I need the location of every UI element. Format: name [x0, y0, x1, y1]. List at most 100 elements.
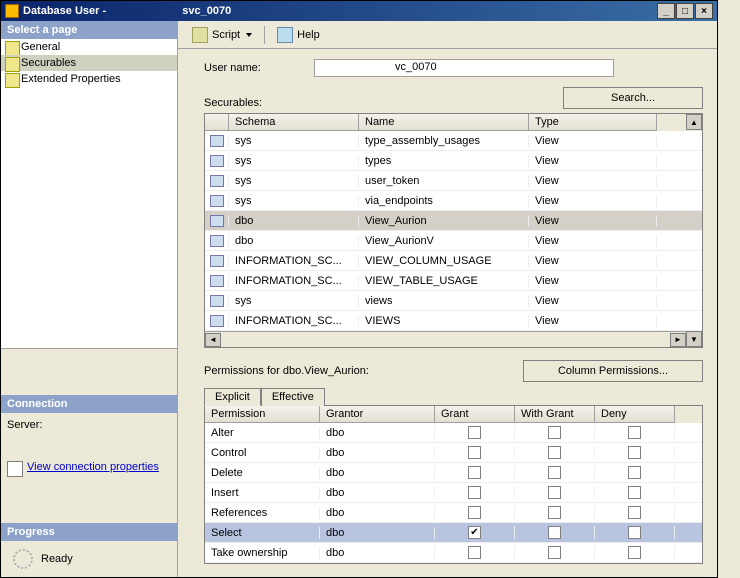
checkbox[interactable] — [468, 506, 481, 519]
checkbox[interactable] — [468, 446, 481, 459]
checkbox[interactable] — [468, 426, 481, 439]
cell-grantor: dbo — [320, 447, 435, 459]
col-grantor[interactable]: Grantor — [320, 406, 435, 423]
table-row[interactable]: dboView_AurionVView — [205, 231, 702, 251]
table-row[interactable]: Selectdbo✔ — [205, 523, 702, 543]
cell-withgrant — [515, 546, 595, 559]
help-button[interactable]: Help — [273, 25, 324, 45]
col-deny[interactable]: Deny — [595, 406, 675, 423]
scroll-right-button[interactable]: ► — [670, 333, 686, 347]
checkbox[interactable] — [628, 486, 641, 499]
close-button[interactable]: × — [695, 3, 713, 19]
table-row[interactable]: INFORMATION_SC...VIEWSView — [205, 311, 702, 331]
table-row[interactable]: sysviewsView — [205, 291, 702, 311]
table-row[interactable]: sysvia_endpointsView — [205, 191, 702, 211]
titlebar[interactable]: Database User - svc_0070 _ □ × — [1, 1, 717, 21]
cell-grant — [435, 466, 515, 479]
col-permission[interactable]: Permission — [205, 406, 320, 423]
minimize-button[interactable]: _ — [657, 3, 675, 19]
app-icon — [5, 4, 19, 18]
table-row[interactable]: INFORMATION_SC...VIEW_COLUMN_USAGEView — [205, 251, 702, 271]
cell-type: View — [529, 195, 657, 207]
maximize-button[interactable]: □ — [676, 3, 694, 19]
checkbox[interactable] — [468, 546, 481, 559]
view-icon — [205, 315, 229, 327]
checkbox[interactable] — [548, 546, 561, 559]
checkbox[interactable] — [548, 506, 561, 519]
checkbox[interactable] — [628, 546, 641, 559]
column-permissions-button[interactable]: Column Permissions... — [523, 360, 703, 382]
cell-name: user_token — [359, 175, 529, 187]
form-area: User name: vc_0070 Securables: Search...… — [178, 49, 717, 564]
page-securables[interactable]: Securables — [1, 55, 177, 71]
permissions-label: Permissions for dbo.View_Aurion: — [204, 365, 369, 377]
cell-name: types — [359, 155, 529, 167]
table-row[interactable]: Take ownershipdbo — [205, 543, 702, 563]
window-title: Database User - svc_0070 — [23, 5, 657, 17]
username-field[interactable]: vc_0070 — [314, 59, 614, 77]
cell-type: View — [529, 215, 657, 227]
scroll-down-button[interactable]: ▼ — [686, 331, 702, 347]
col-schema[interactable]: Schema — [229, 114, 359, 131]
checkbox[interactable] — [468, 466, 481, 479]
tab-explicit[interactable]: Explicit — [204, 388, 261, 406]
col-name[interactable]: Name — [359, 114, 529, 131]
cell-deny — [595, 426, 675, 439]
scroll-up-button[interactable]: ▲ — [686, 114, 702, 130]
checkbox[interactable]: ✔ — [468, 526, 481, 539]
view-connection-link[interactable]: View connection properties — [7, 461, 159, 473]
tab-effective[interactable]: Effective — [261, 388, 325, 406]
checkbox[interactable] — [548, 466, 561, 479]
search-button[interactable]: Search... — [563, 87, 703, 109]
connection-header: Connection — [1, 395, 177, 413]
page-tree: General Securables Extended Properties — [1, 39, 177, 349]
checkbox[interactable] — [548, 446, 561, 459]
page-general[interactable]: General — [1, 39, 177, 55]
cell-type: View — [529, 235, 657, 247]
col-withgrant[interactable]: With Grant — [515, 406, 595, 423]
checkbox[interactable] — [548, 486, 561, 499]
checkbox[interactable] — [628, 446, 641, 459]
checkbox[interactable] — [548, 426, 561, 439]
col-type[interactable]: Type — [529, 114, 657, 131]
table-row[interactable]: systypesView — [205, 151, 702, 171]
connection-block: Server: View connection properties — [1, 413, 177, 523]
checkbox[interactable] — [548, 526, 561, 539]
table-row[interactable]: dboView_AurionView — [205, 211, 702, 231]
permissions-grid-header: Permission Grantor Grant With Grant Deny — [205, 406, 702, 423]
table-row[interactable]: systype_assembly_usagesView — [205, 131, 702, 151]
table-row[interactable]: Insertdbo — [205, 483, 702, 503]
checkbox[interactable] — [628, 466, 641, 479]
cell-deny — [595, 486, 675, 499]
script-label: Script — [212, 29, 240, 41]
page-extended-properties[interactable]: Extended Properties — [1, 71, 177, 87]
table-row[interactable]: Deletedbo — [205, 463, 702, 483]
table-row[interactable]: Alterdbo — [205, 423, 702, 443]
main-pane: Script Help User name: vc_0070 Sec — [178, 21, 717, 577]
col-icon[interactable] — [205, 114, 229, 131]
securables-grid-body[interactable]: systype_assembly_usagesViewsystypesViews… — [205, 131, 702, 331]
cell-deny — [595, 526, 675, 539]
cell-schema: INFORMATION_SC... — [229, 315, 359, 327]
cell-deny — [595, 446, 675, 459]
username-label: User name: — [204, 62, 314, 74]
permissions-grid-body[interactable]: AlterdboControldboDeletedboInsertdboRefe… — [205, 423, 702, 563]
table-row[interactable]: Referencesdbo — [205, 503, 702, 523]
hscrollbar[interactable]: ◄ ► — [205, 331, 686, 347]
script-button[interactable]: Script — [188, 25, 256, 45]
col-grant[interactable]: Grant — [435, 406, 515, 423]
table-row[interactable]: Controldbo — [205, 443, 702, 463]
table-row[interactable]: INFORMATION_SC...VIEW_TABLE_USAGEView — [205, 271, 702, 291]
checkbox[interactable] — [628, 526, 641, 539]
checkbox[interactable] — [468, 486, 481, 499]
table-row[interactable]: sysuser_tokenView — [205, 171, 702, 191]
dialog-window: Database User - svc_0070 _ □ × Select a … — [0, 0, 718, 578]
cell-grant — [435, 546, 515, 559]
scroll-left-button[interactable]: ◄ — [205, 333, 221, 347]
checkbox[interactable] — [628, 426, 641, 439]
progress-header: Progress — [1, 523, 177, 541]
cell-schema: dbo — [229, 235, 359, 247]
view-icon — [205, 155, 229, 167]
cell-name: VIEWS — [359, 315, 529, 327]
checkbox[interactable] — [628, 506, 641, 519]
